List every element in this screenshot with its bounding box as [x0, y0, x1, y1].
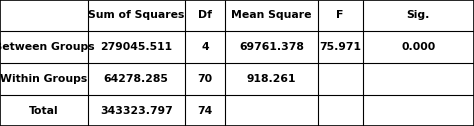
- Text: F: F: [337, 10, 344, 20]
- Text: 918.261: 918.261: [246, 74, 296, 84]
- Text: Df: Df: [198, 10, 212, 20]
- Text: Mean Square: Mean Square: [231, 10, 311, 20]
- Text: 74: 74: [197, 106, 213, 116]
- Text: 0.000: 0.000: [401, 42, 436, 52]
- Text: 343323.797: 343323.797: [100, 106, 173, 116]
- Text: Sum of Squares: Sum of Squares: [88, 10, 184, 20]
- Text: 69761.378: 69761.378: [239, 42, 304, 52]
- Text: Sig.: Sig.: [407, 10, 430, 20]
- Text: Within Groups: Within Groups: [0, 74, 88, 84]
- Text: 64278.285: 64278.285: [104, 74, 169, 84]
- Text: 4: 4: [201, 42, 209, 52]
- Text: 70: 70: [198, 74, 212, 84]
- Text: Total: Total: [29, 106, 59, 116]
- Text: 75.971: 75.971: [319, 42, 361, 52]
- Text: 279045.511: 279045.511: [100, 42, 173, 52]
- Text: Between Groups: Between Groups: [0, 42, 94, 52]
